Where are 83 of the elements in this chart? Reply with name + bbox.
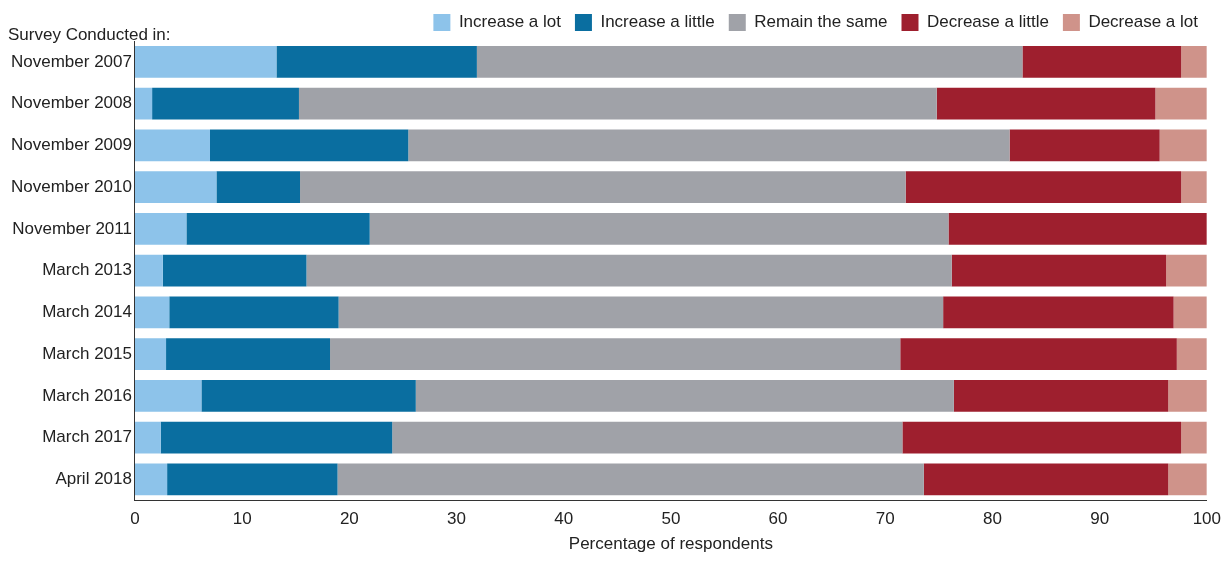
bar <box>392 421 903 454</box>
y-tick-label: November 2010 <box>10 176 132 196</box>
bar <box>948 212 1207 245</box>
bar <box>134 254 163 287</box>
x-tick-label: 90 <box>1090 509 1110 529</box>
bar <box>923 463 1169 496</box>
x-tick-label: 40 <box>554 509 574 529</box>
y-tick-label: November 2008 <box>10 93 132 113</box>
bar <box>306 254 952 287</box>
bar <box>1168 463 1207 496</box>
y-tick-label: March 2013 <box>42 260 132 280</box>
bar <box>209 129 409 162</box>
bar <box>134 338 167 370</box>
bar <box>1009 129 1160 162</box>
bar <box>953 379 1169 412</box>
x-tick-label: 30 <box>447 509 466 529</box>
bar <box>905 171 1182 203</box>
x-tick-label: 10 <box>232 509 252 529</box>
y-tick-label: November 2011 <box>12 218 132 238</box>
bar <box>162 254 307 287</box>
y-tick-label: March 2014 <box>42 302 132 322</box>
bar <box>1155 87 1207 120</box>
bar <box>134 296 170 329</box>
bar <box>1173 296 1207 329</box>
bar <box>1022 46 1182 78</box>
bar <box>900 338 1177 370</box>
bar <box>276 46 477 78</box>
x-tick-label: 0 <box>130 509 140 529</box>
bar <box>134 171 217 203</box>
y-tick-label: November 2009 <box>10 135 132 155</box>
bar <box>476 46 1023 78</box>
bar <box>169 296 339 329</box>
bar <box>1181 171 1207 203</box>
bar <box>1181 421 1207 454</box>
bar <box>408 129 1010 162</box>
bar <box>951 254 1167 287</box>
bar <box>338 296 944 329</box>
bar <box>134 421 161 454</box>
x-tick-label: 20 <box>339 509 359 529</box>
bar <box>201 379 416 412</box>
bar <box>1166 254 1207 287</box>
bar <box>134 463 168 496</box>
y-tick-label: March 2016 <box>42 385 132 405</box>
bar <box>1176 338 1207 370</box>
x-axis-title: Percentage of respondents <box>568 534 773 554</box>
bar <box>1168 379 1207 412</box>
x-tick-label: 60 <box>768 509 788 529</box>
bar <box>134 379 202 412</box>
legend-label: Decrease a little <box>927 12 1049 32</box>
bar <box>369 212 949 245</box>
bar <box>134 129 210 162</box>
legend-label: Increase a little <box>600 12 715 32</box>
legend-label: Increase a lot <box>458 12 562 32</box>
y-axis-title: Survey Conducted in: <box>8 24 171 44</box>
bar <box>337 463 924 496</box>
x-tick-label: 50 <box>661 509 681 529</box>
bar <box>300 171 906 203</box>
bar <box>134 46 277 78</box>
legend-label: Decrease a lot <box>1088 12 1199 32</box>
bar <box>1159 129 1207 162</box>
y-tick-label: November 2007 <box>10 51 132 71</box>
bar <box>943 296 1174 329</box>
bar <box>298 87 937 120</box>
x-tick-label: 80 <box>982 509 1002 529</box>
bar <box>186 212 370 245</box>
y-tick-label: March 2017 <box>42 427 132 447</box>
legend-label: Remain the same <box>754 12 888 32</box>
bar <box>167 463 338 496</box>
x-tick-label: 70 <box>875 509 895 529</box>
bar <box>166 338 331 370</box>
bar <box>902 421 1182 454</box>
bar <box>936 87 1156 120</box>
bar <box>1181 46 1207 78</box>
bar <box>415 379 954 412</box>
bar <box>134 212 187 245</box>
y-tick-label: March 2015 <box>42 343 132 363</box>
bar <box>216 171 301 203</box>
bar <box>330 338 901 370</box>
y-tick-label: April 2018 <box>55 469 132 489</box>
x-tick-label: 100 <box>1192 509 1222 529</box>
bar <box>160 421 393 454</box>
bar <box>134 87 153 120</box>
bar <box>152 87 299 120</box>
